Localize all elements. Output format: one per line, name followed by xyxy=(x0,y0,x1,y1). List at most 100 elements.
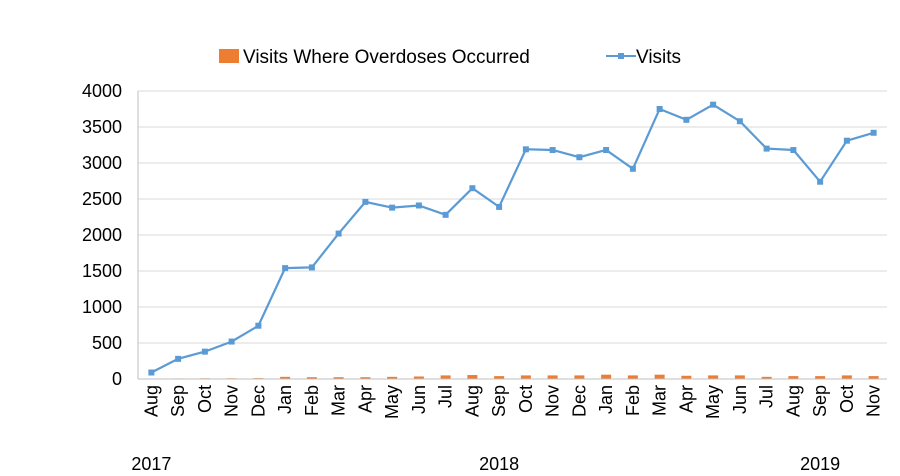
x-tick-label: Aug xyxy=(783,385,803,417)
line-point xyxy=(389,204,396,211)
y-tick-label: 2000 xyxy=(82,225,122,245)
x-tick-label: Oct xyxy=(516,385,536,413)
y-tick-label: 1000 xyxy=(82,297,122,317)
line-point xyxy=(496,203,503,210)
x-tick-label: Apr xyxy=(676,385,696,413)
year-label: 2017 xyxy=(131,454,171,474)
line-point xyxy=(255,322,262,329)
x-tick-label: Jul xyxy=(436,385,456,408)
x-tick-label: Jan xyxy=(275,385,295,414)
bar xyxy=(333,377,344,379)
visits-line xyxy=(150,103,874,374)
bar xyxy=(841,375,852,379)
line-point xyxy=(469,185,476,192)
x-tick-label: Jul xyxy=(757,385,777,408)
x-tick-label: Nov xyxy=(864,385,884,417)
legend: Visits Where Overdoses Occurred Visits xyxy=(219,47,681,68)
line-point xyxy=(549,147,556,154)
line-point xyxy=(843,137,850,144)
x-tick-label: Jun xyxy=(409,385,429,414)
x-tick-label: Feb xyxy=(302,385,322,416)
y-tick-label: 3500 xyxy=(82,117,122,137)
line-point xyxy=(201,348,208,355)
x-tick-label: Sep xyxy=(810,385,830,417)
line-point xyxy=(736,118,743,125)
bar xyxy=(494,376,505,379)
year-label: 2018 xyxy=(479,454,519,474)
bar xyxy=(574,375,585,379)
line-point xyxy=(629,165,636,172)
line-point xyxy=(870,129,877,136)
line-point xyxy=(335,230,342,237)
x-tick-label: Nov xyxy=(543,385,563,417)
line-point xyxy=(228,338,235,345)
x-tick-label: Mar xyxy=(650,385,670,416)
x-tick-label: Dec xyxy=(248,385,268,417)
x-tick-label: Jan xyxy=(596,385,616,414)
x-tick-label: Nov xyxy=(222,385,242,417)
bar xyxy=(654,374,665,379)
bar xyxy=(440,375,451,379)
x-tick-label: Apr xyxy=(355,385,375,413)
bar xyxy=(601,374,612,379)
legend-bar-swatch xyxy=(219,49,239,63)
bar xyxy=(681,375,692,379)
line-point xyxy=(763,145,770,152)
x-tick-label: Jun xyxy=(730,385,750,414)
legend-line-label: Visits xyxy=(636,47,681,68)
x-tick-label: Oct xyxy=(837,385,857,413)
line-point xyxy=(308,264,315,271)
bar xyxy=(761,376,772,379)
bar xyxy=(547,375,558,379)
line-point xyxy=(656,106,663,112)
line-point xyxy=(442,211,449,218)
bar xyxy=(815,376,826,379)
x-tick-labels: Aug Sep Oct Nov Dec Jan Feb Mar Apr May Jun Jul Aug S… xyxy=(141,385,883,419)
y-tick-label: 500 xyxy=(92,333,122,353)
bar xyxy=(280,376,291,379)
x-tick-label: Sep xyxy=(168,385,188,417)
year-label: 2019 xyxy=(800,454,840,474)
line-point xyxy=(603,147,610,154)
line-point xyxy=(282,265,289,272)
line-point xyxy=(148,369,155,376)
x-tick-label: May xyxy=(382,385,402,419)
y-tick-labels: 0 500 1000 1500 2000 2500 3000 3500 4000 xyxy=(82,81,122,389)
x-tick-label: Sep xyxy=(489,385,509,417)
x-tick-label: Oct xyxy=(195,385,215,413)
y-tick-label: 4000 xyxy=(82,81,122,101)
y-tick-label: 3000 xyxy=(82,153,122,173)
line-point xyxy=(522,146,529,153)
line-point xyxy=(175,355,182,362)
gridlines xyxy=(138,90,887,344)
bar xyxy=(708,375,719,379)
legend-bar-label: Visits Where Overdoses Occurred xyxy=(243,47,530,68)
bar xyxy=(627,375,638,379)
line-series xyxy=(148,101,877,376)
line-point xyxy=(683,116,690,123)
line-point xyxy=(362,198,369,205)
y-tick-label: 1500 xyxy=(82,261,122,281)
bar xyxy=(360,377,371,379)
bar xyxy=(306,377,317,379)
bar xyxy=(387,376,398,379)
bar xyxy=(788,376,799,379)
x-tick-label: Mar xyxy=(329,385,349,416)
line-point xyxy=(415,202,422,209)
bar xyxy=(734,375,745,379)
legend-line-marker xyxy=(618,53,624,59)
year-labels: 2017 2018 2019 xyxy=(131,454,840,474)
line-point xyxy=(817,178,824,185)
x-tick-label: Aug xyxy=(141,385,161,417)
y-tick-label: 2500 xyxy=(82,189,122,209)
line-point xyxy=(790,147,797,154)
x-tick-label: Dec xyxy=(569,385,589,417)
bar xyxy=(413,376,424,379)
line-point xyxy=(710,101,717,108)
bar xyxy=(520,375,531,379)
bar xyxy=(868,376,879,379)
x-tick-label: May xyxy=(703,385,723,419)
bars xyxy=(146,374,879,379)
line-point xyxy=(576,154,583,161)
